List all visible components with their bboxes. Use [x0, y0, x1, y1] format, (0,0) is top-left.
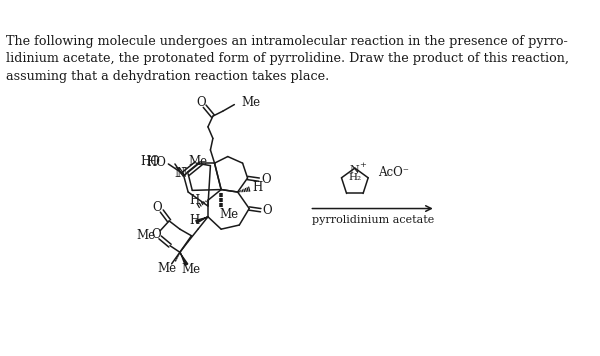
Text: O: O	[197, 96, 206, 109]
Text: Me: Me	[220, 208, 239, 221]
Text: HO: HO	[140, 155, 160, 168]
Polygon shape	[179, 252, 188, 265]
Text: H: H	[253, 182, 263, 194]
Text: N: N	[175, 167, 185, 180]
Text: Me: Me	[136, 229, 155, 242]
Text: N: N	[350, 165, 360, 175]
Text: Me: Me	[157, 262, 176, 275]
Text: Me: Me	[182, 263, 201, 276]
Text: The following molecule undergoes an intramolecular reaction in the presence of p: The following molecule undergoes an intr…	[6, 35, 569, 83]
Text: H: H	[190, 214, 200, 227]
Text: pyrrolidinium acetate: pyrrolidinium acetate	[312, 215, 434, 225]
Text: H: H	[190, 194, 200, 207]
Text: N: N	[176, 167, 187, 180]
Text: H₂: H₂	[348, 173, 361, 183]
Text: AcO⁻: AcO⁻	[378, 166, 409, 179]
Text: +: +	[359, 161, 366, 169]
Text: Me: Me	[189, 155, 208, 168]
Polygon shape	[196, 216, 208, 223]
Text: O: O	[261, 173, 271, 186]
Text: O: O	[151, 227, 161, 241]
Text: O: O	[152, 201, 161, 214]
Text: Me: Me	[241, 96, 260, 109]
Text: HO: HO	[147, 156, 167, 169]
Text: O: O	[263, 204, 272, 217]
